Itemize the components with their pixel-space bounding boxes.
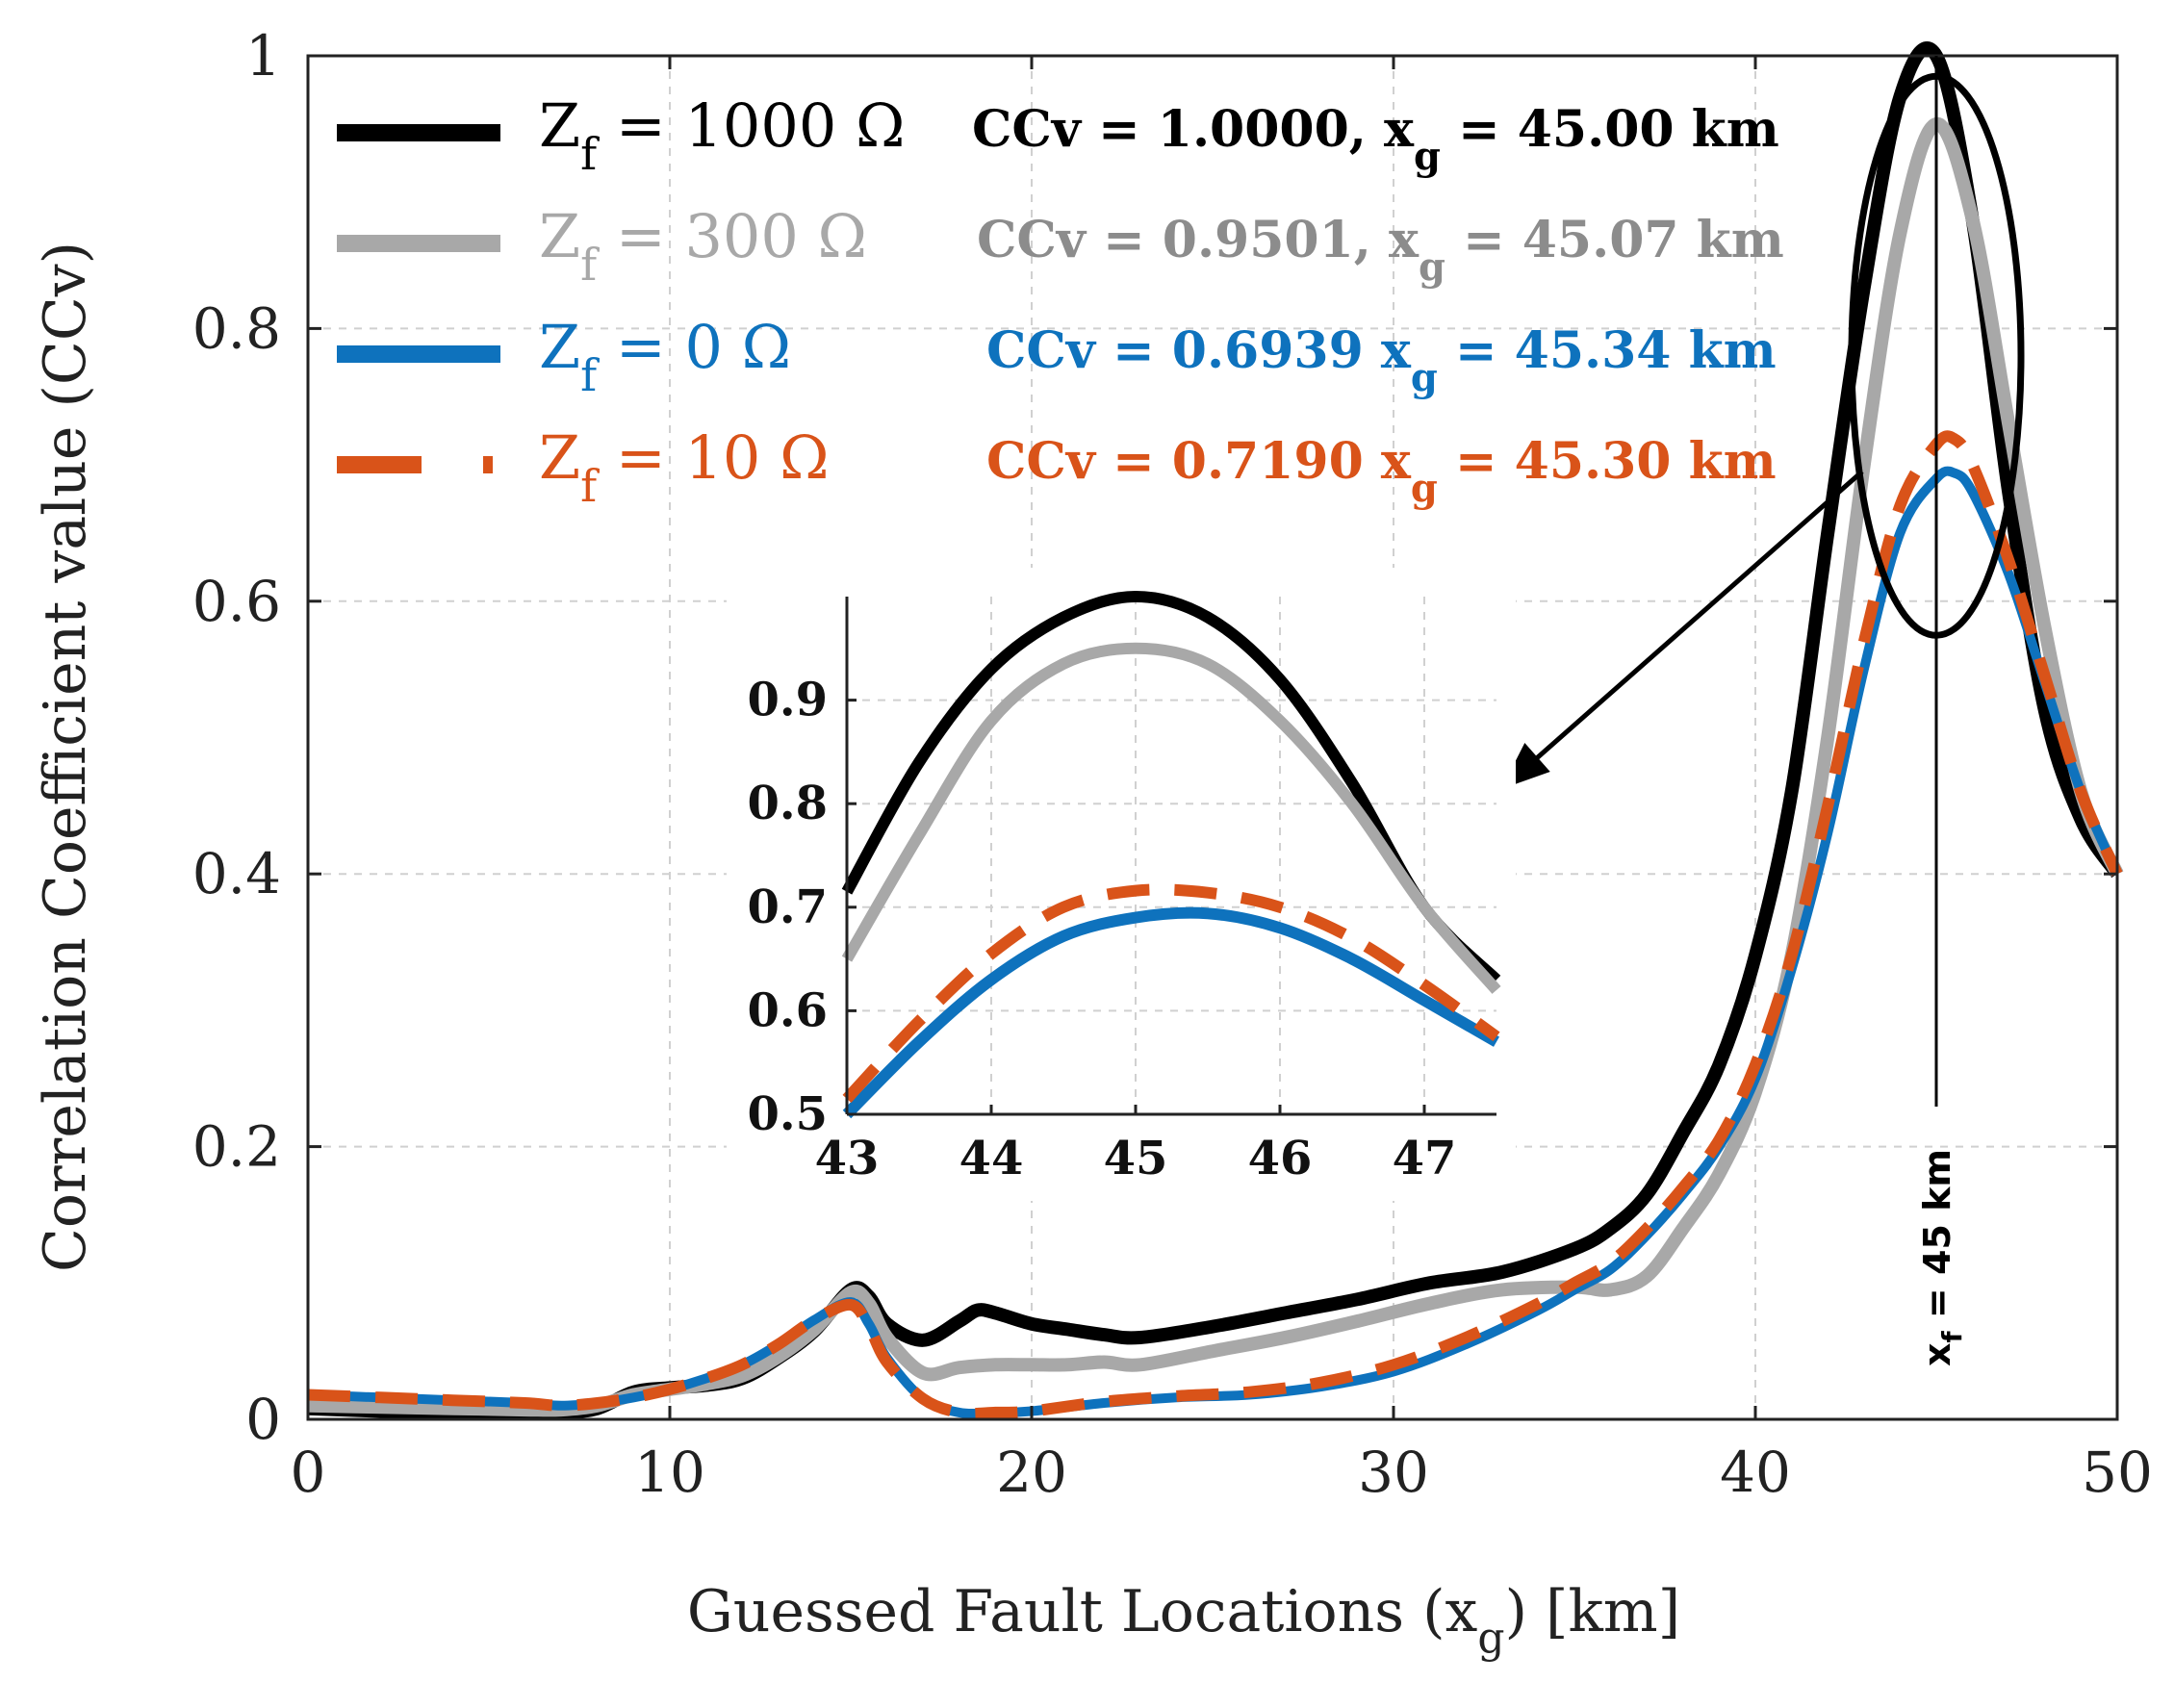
main-series xyxy=(307,41,2124,1421)
inset-x-tick-label: 45 xyxy=(1104,1132,1168,1185)
peak-highlight-ellipse xyxy=(1848,72,2025,639)
y-tick-label: 0.6 xyxy=(192,569,281,634)
inset-y-tick-label: 0.9 xyxy=(747,674,828,727)
main-plot-frame xyxy=(306,54,2119,1421)
legend-label-1: Zf = 300 Ω xyxy=(539,201,867,291)
inset-series-line-1 xyxy=(841,642,1501,994)
inset-y-tick-label: 0.6 xyxy=(747,983,828,1037)
series-line-1 xyxy=(307,116,2124,1417)
inset-series-line-2 xyxy=(842,906,1499,1119)
x-tick-label: 30 xyxy=(1358,1440,1429,1505)
x-axis-title: Guessed Fault Locations (xg) [km] xyxy=(687,1578,1680,1663)
y-axis-title: Correlation Coefficient value (CCv) xyxy=(32,242,99,1272)
inset-y-tick-label: 0.7 xyxy=(747,880,828,934)
legend-label-3: Zf = 10 Ω xyxy=(539,422,830,512)
inset-x-tick-label: 43 xyxy=(815,1132,880,1185)
inset-x-tick-label: 47 xyxy=(1393,1132,1457,1185)
legend-result-0: CCv = 1.0000, xg = 45.00 km xyxy=(972,100,1779,179)
legend: Zf = 1000 Ω CCv = 1.0000, xg = 45.00 km Zf… xyxy=(337,90,1784,512)
y-tick-label: 0.2 xyxy=(192,1114,281,1180)
y-tick-label: 0 xyxy=(245,1387,281,1452)
y-tick-label: 0.4 xyxy=(192,841,281,906)
legend-label-2: Zf = 0 Ω xyxy=(539,312,791,401)
inset-x-tick-label: 44 xyxy=(959,1132,1024,1185)
x-tick-label: 10 xyxy=(634,1440,705,1505)
main-axes: 0 10 20 30 40 50 0 0.2 0.4 0.6 0.8 1 xyxy=(192,23,2153,1505)
y-tick-label: 0.8 xyxy=(192,295,281,361)
zoom-arrow xyxy=(1521,470,1864,773)
inset-x-tick-label: 46 xyxy=(1248,1132,1313,1185)
inset-axes: 43 44 45 46 47 0.5 0.6 0.7 0.8 0.9 xyxy=(747,597,1496,1185)
inset-series xyxy=(841,591,1501,1119)
inset-series-line-3 xyxy=(842,883,1500,1103)
x-tick-label: 20 xyxy=(996,1440,1067,1505)
fault-location-label: xf = 45 km xyxy=(1916,1149,1968,1366)
x-tick-label: 0 xyxy=(291,1440,326,1505)
inset-y-tick-label: 0.5 xyxy=(747,1087,828,1141)
inset-grid xyxy=(847,597,1496,1114)
legend-label-0: Zf = 1000 Ω xyxy=(539,90,905,180)
y-tick-label: 1 xyxy=(245,23,281,89)
x-tick-label: 50 xyxy=(2082,1440,2153,1505)
x-tick-label: 40 xyxy=(1720,1440,1791,1505)
inset-y-tick-label: 0.8 xyxy=(747,777,828,830)
legend-result-3: CCv = 0.7190 xg = 45.30 km xyxy=(986,432,1777,511)
legend-result-2: CCv = 0.6939 xg = 45.34 km xyxy=(986,321,1777,400)
legend-result-1: CCv = 0.9501, xg = 45.07 km xyxy=(977,211,1784,290)
